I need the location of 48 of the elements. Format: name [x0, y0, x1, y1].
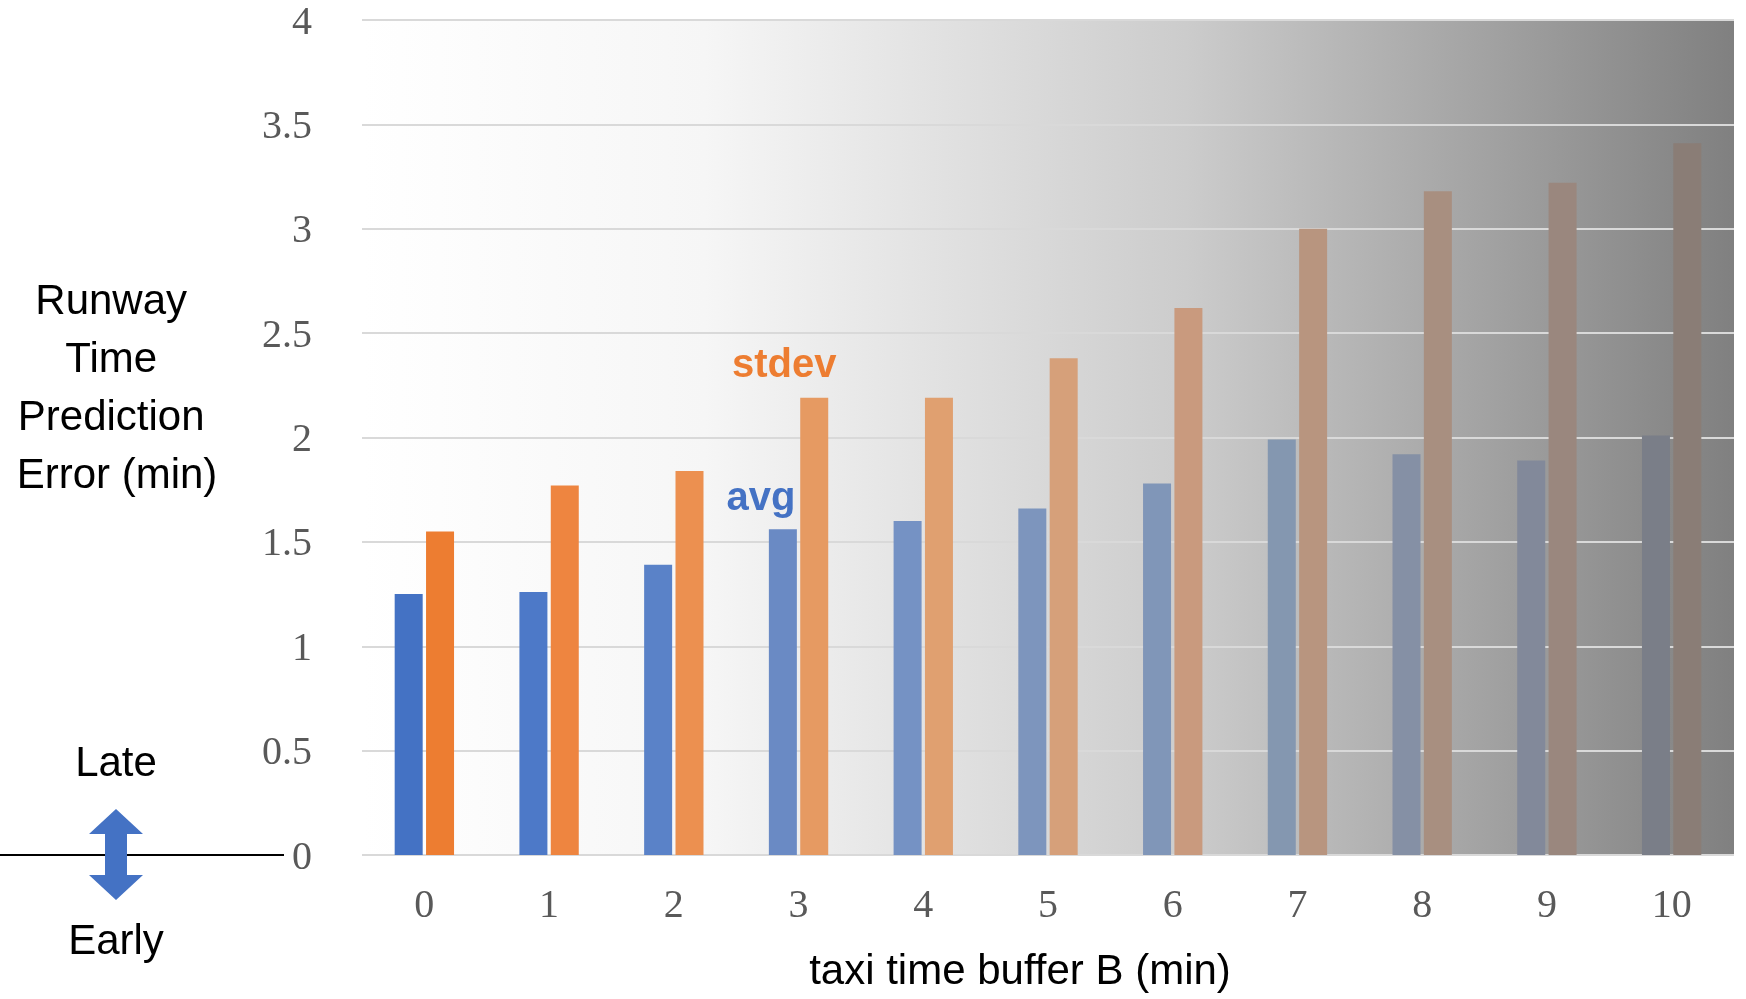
- bar: [1392, 454, 1421, 855]
- x-tick-label: 8: [1412, 880, 1433, 926]
- bar: [1548, 182, 1577, 855]
- text: Late: [75, 737, 157, 785]
- bar: [1517, 460, 1546, 855]
- x-tick-label: 4: [913, 880, 934, 926]
- y-tick-label: 2: [292, 415, 312, 460]
- y-tick-label: 3.5: [262, 101, 312, 147]
- bar: [1641, 435, 1670, 855]
- x-tick-label: 6: [1162, 880, 1183, 926]
- y-tick-label: 0.5: [262, 728, 312, 774]
- bar: [1267, 439, 1296, 855]
- bar: [426, 531, 455, 855]
- y-tick-label: 1.5: [262, 519, 312, 565]
- bar: [893, 521, 922, 855]
- x-tick-label: 3: [788, 880, 809, 926]
- y-tick-label: 0: [292, 832, 312, 878]
- x-tick-label: 0: [414, 880, 435, 926]
- x-tick-label: 10: [1651, 880, 1692, 926]
- bar: [1299, 228, 1328, 855]
- bar: [924, 397, 953, 855]
- bar: [1174, 308, 1203, 855]
- y-tick-label: 2.5: [262, 310, 312, 356]
- series-label: stdev: [731, 340, 838, 385]
- series-label: avg: [726, 474, 796, 519]
- x-tick-label: 2: [663, 880, 684, 926]
- x-tick-label: 1: [539, 880, 560, 926]
- bar: [550, 485, 579, 855]
- x-tick-label: 9: [1536, 880, 1557, 926]
- text: Early: [68, 915, 164, 963]
- y-tick-label: 4: [292, 0, 312, 43]
- y-axis-title: Runway Time Prediction Error (min): [16, 275, 218, 497]
- bar: [644, 564, 673, 855]
- bar: [1423, 191, 1452, 855]
- bar: [768, 529, 797, 855]
- bar: [675, 470, 704, 855]
- x-tick-label: 7: [1287, 880, 1308, 926]
- bar: [519, 591, 548, 855]
- y-tick-label: 3: [292, 206, 312, 252]
- bar: [1143, 483, 1172, 855]
- bar: [800, 397, 829, 855]
- bar: [1673, 143, 1702, 855]
- x-axis-title: taxi time buffer B (min): [809, 945, 1231, 993]
- bar: [394, 594, 423, 855]
- bar: [1049, 358, 1078, 855]
- y-tick-label: 1: [292, 623, 312, 669]
- x-tick-label: 5: [1038, 880, 1058, 926]
- bar: [1018, 508, 1047, 855]
